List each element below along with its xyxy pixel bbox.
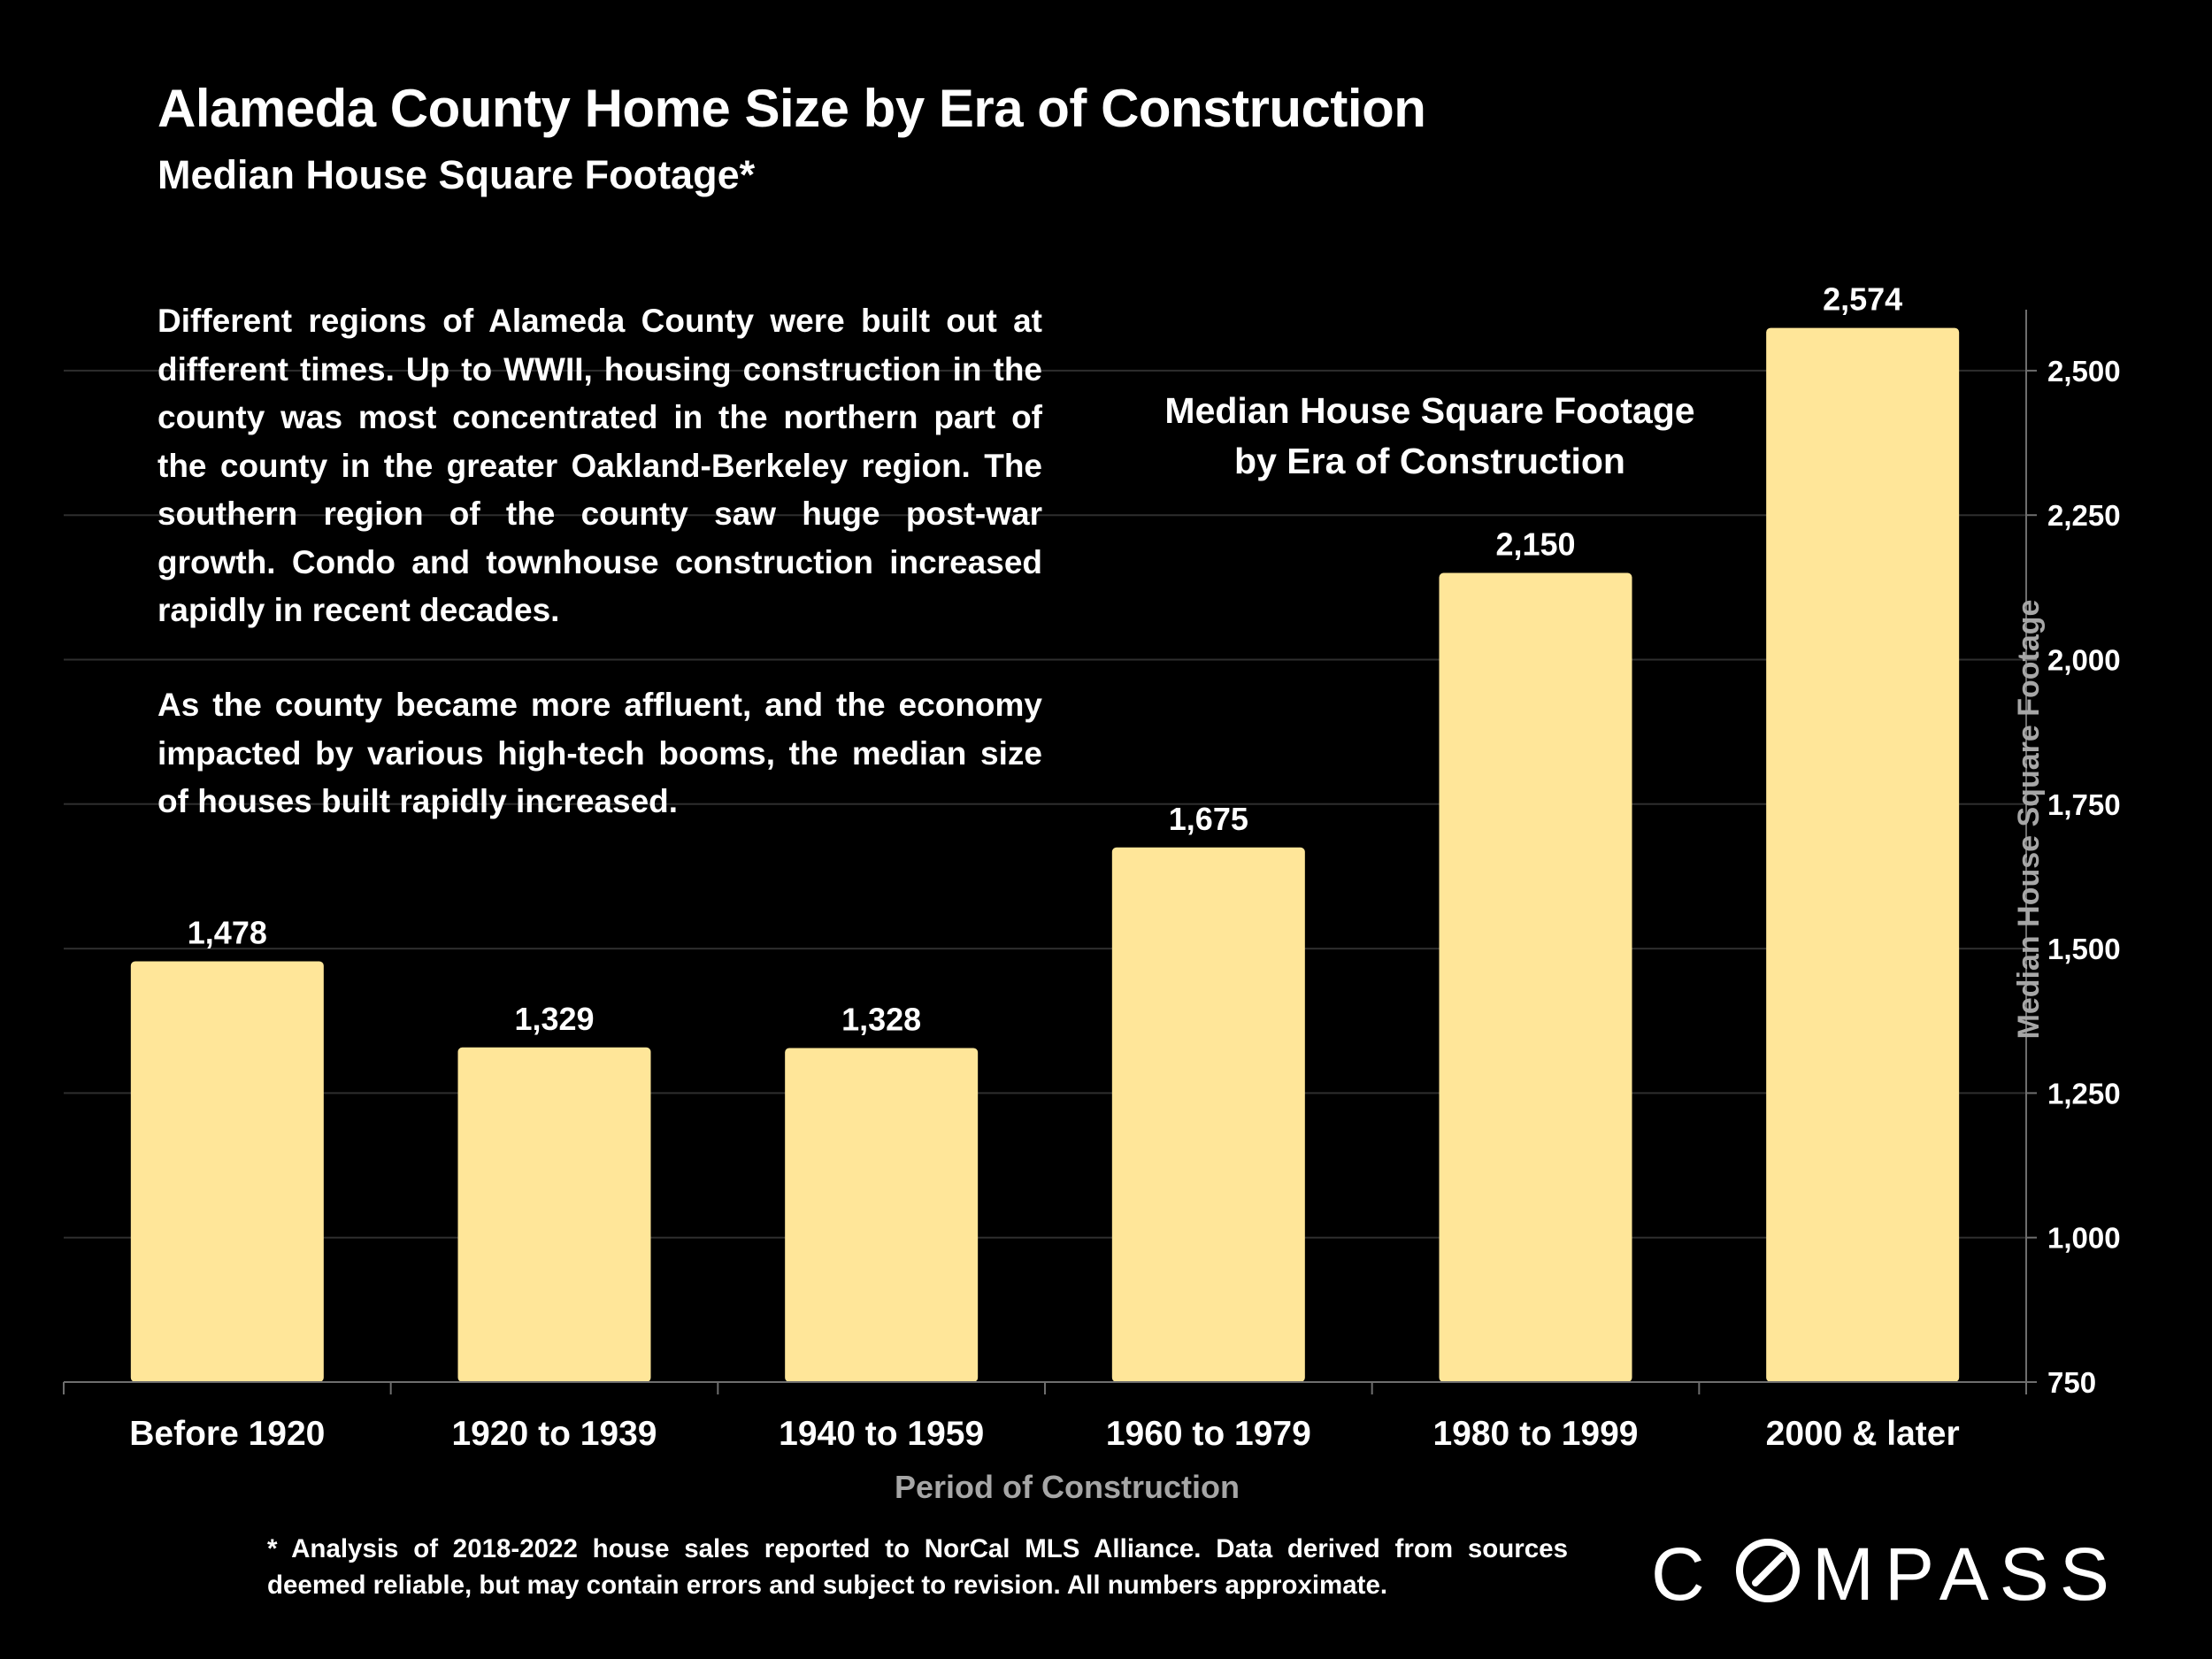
bar-value-label: 1,675 xyxy=(1169,801,1248,837)
commentary-paragraph-2: As the county became more affluent, and … xyxy=(157,687,1042,819)
y-tick-label: 750 xyxy=(2047,1366,2096,1399)
chart-axes xyxy=(63,310,2037,1394)
footnote: * Analysis of 2018-2022 house sales repo… xyxy=(267,1534,1568,1600)
bar xyxy=(785,1048,979,1382)
x-tick-label: 1980 to 1999 xyxy=(1432,1415,1638,1453)
bar-value-label: 2,150 xyxy=(1495,526,1575,563)
x-tick-label: 2000 & later xyxy=(1766,1415,1960,1453)
bar-value-label: 1,329 xyxy=(514,1001,594,1037)
compass-o-icon xyxy=(1736,1539,1800,1602)
y-tick-label: 1,000 xyxy=(2047,1222,2121,1255)
bar xyxy=(1439,572,1632,1382)
compass-logo: C MPASS xyxy=(1651,1525,2129,1616)
bar-value-label: 2,574 xyxy=(1823,281,1902,318)
chart-labels: 1,478 Before 1920 1,329 1920 to 1939 1,328 19… xyxy=(129,281,2120,1505)
x-axis-title: Period of Construction xyxy=(895,1469,1240,1505)
y-tick-label: 1,750 xyxy=(2047,788,2121,821)
bar xyxy=(1766,327,1960,1382)
y-tick-label: 2,000 xyxy=(2047,644,2121,677)
chart-bars xyxy=(130,327,1960,1382)
y-tick-label: 1,500 xyxy=(2047,933,2121,965)
y-tick-label: 2,500 xyxy=(2047,355,2121,388)
y-axis-title: Median House Square Footage xyxy=(2012,600,2046,1040)
logo-letters-mpass: MPASS xyxy=(1812,1532,2120,1614)
bar xyxy=(1111,847,1305,1382)
x-tick-label: 1940 to 1959 xyxy=(779,1415,984,1453)
x-tick-label: 1920 to 1939 xyxy=(451,1415,657,1453)
chart-title: Median House Square Footage by Era of Co… xyxy=(1097,386,1763,487)
x-tick-label: 1960 to 1979 xyxy=(1106,1415,1311,1453)
chart-title-line-2: by Era of Construction xyxy=(1234,441,1625,481)
chart-title-line-1: Median House Square Footage xyxy=(1164,390,1695,431)
bar xyxy=(130,961,324,1382)
commentary-paragraph-1: Different regions of Alameda County were… xyxy=(157,303,1042,628)
logo-letter-c: C xyxy=(1651,1532,1717,1614)
compass-logo-graphic: C MPASS xyxy=(1651,1532,2120,1616)
page-subtitle: Median House Square Footage* xyxy=(157,152,756,197)
page-title: Alameda County Home Size by Era of Const… xyxy=(157,79,1426,138)
y-tick-label: 1,250 xyxy=(2047,1077,2121,1110)
x-tick-label: Before 1920 xyxy=(129,1415,325,1453)
bar-value-label: 1,328 xyxy=(841,1001,921,1037)
bar-value-label: 1,478 xyxy=(188,914,267,950)
y-tick-label: 2,250 xyxy=(2047,499,2121,532)
bar xyxy=(457,1047,651,1382)
chart-gridlines xyxy=(64,369,2026,1239)
